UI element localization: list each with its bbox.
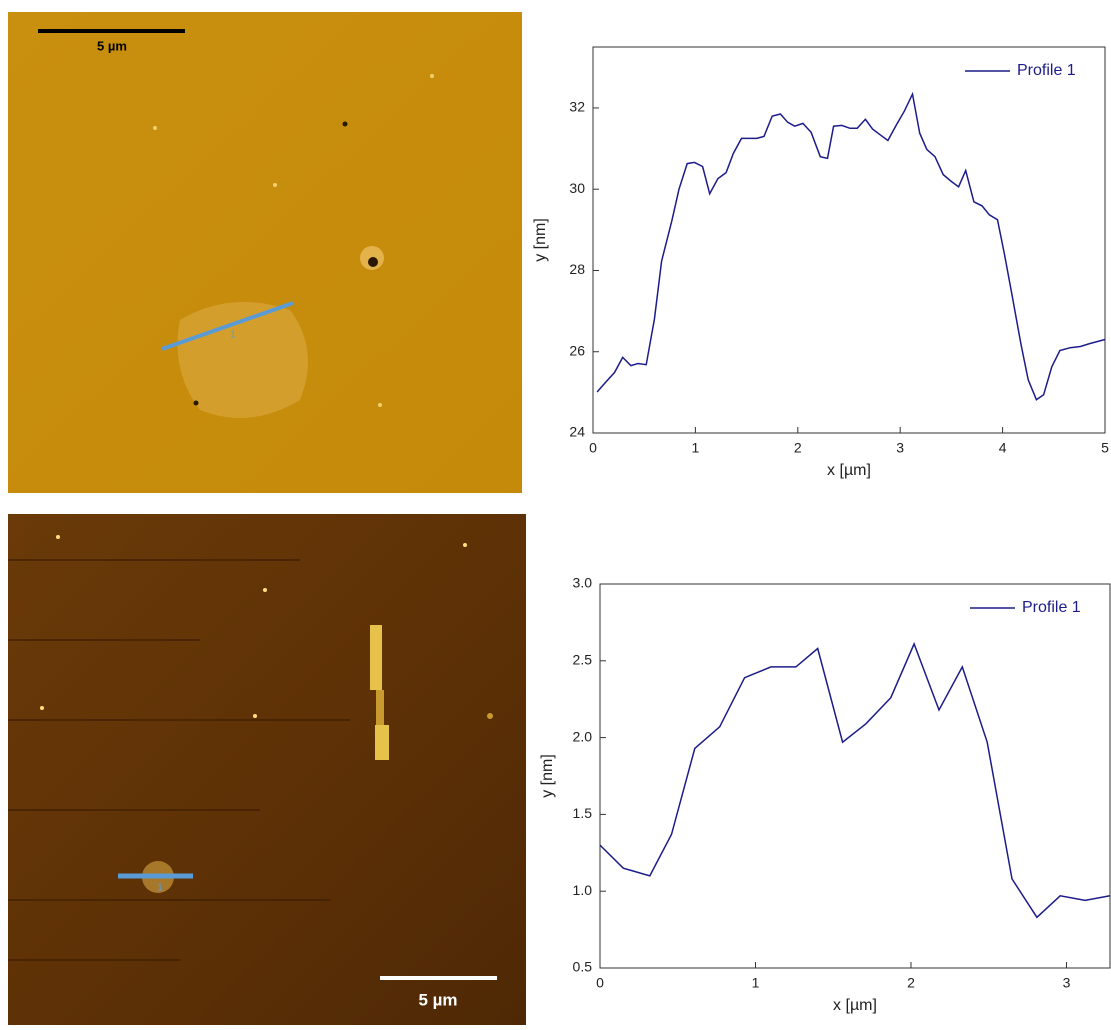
y-tick-label: 26 bbox=[569, 342, 585, 358]
legend-label: Profile 1 bbox=[1017, 62, 1076, 79]
x-tick-label: 2 bbox=[907, 975, 915, 991]
x-tick-label: 1 bbox=[752, 975, 760, 991]
y-tick-label: 0.5 bbox=[573, 959, 593, 975]
scale-bar-label: 5 µm bbox=[97, 38, 127, 53]
plot-frame bbox=[599, 583, 1111, 969]
x-tick-label: 1 bbox=[692, 440, 700, 456]
line-chart: 0 1 2 3 0.5 1.0 1.5 2.0 2.5 3.0 x [µm] y [nm] Profil… bbox=[539, 575, 1111, 1014]
profile-line bbox=[596, 91, 1106, 401]
line-chart: 0 1 2 3 4 5 24 26 28 30 32 x [µm] y [nm] Profile 1 bbox=[532, 46, 1109, 479]
y-tick-label: 3.0 bbox=[573, 575, 593, 591]
profile-line bbox=[599, 641, 1111, 919]
profile-marker: 1 bbox=[230, 330, 236, 341]
profile-marker: 1 bbox=[157, 883, 163, 894]
x-tick-label: 2 bbox=[794, 440, 802, 456]
afm-image-top: 1 5 µm bbox=[8, 12, 522, 493]
legend-label: Profile 1 bbox=[1022, 599, 1081, 616]
y-tick-label: 32 bbox=[569, 99, 585, 115]
plot-frame bbox=[592, 46, 1106, 434]
x-tick-label: 0 bbox=[596, 975, 604, 991]
y-tick-label: 28 bbox=[569, 261, 585, 277]
y-axis-label: y [nm] bbox=[532, 218, 549, 262]
y-tick-label: 24 bbox=[569, 424, 585, 440]
scale-bar-label: 5 µm bbox=[418, 990, 457, 1009]
y-tick-label: 30 bbox=[569, 180, 585, 196]
x-tick-label: 0 bbox=[589, 440, 597, 456]
y-tick-label: 1.5 bbox=[573, 805, 593, 821]
x-axis-label: x [µm] bbox=[833, 997, 877, 1014]
x-tick-label: 3 bbox=[1063, 975, 1071, 991]
x-tick-label: 5 bbox=[1101, 440, 1109, 456]
y-tick-label: 2.5 bbox=[573, 652, 593, 668]
x-axis-label: x [µm] bbox=[827, 462, 871, 479]
y-tick-label: 1.0 bbox=[573, 882, 593, 898]
y-tick-label: 2.0 bbox=[573, 728, 593, 744]
y-axis-label: y [nm] bbox=[539, 754, 556, 798]
afm-image-bottom: 1 5 µm bbox=[8, 514, 526, 1025]
x-tick-label: 4 bbox=[999, 440, 1007, 456]
x-tick-label: 3 bbox=[896, 440, 904, 456]
